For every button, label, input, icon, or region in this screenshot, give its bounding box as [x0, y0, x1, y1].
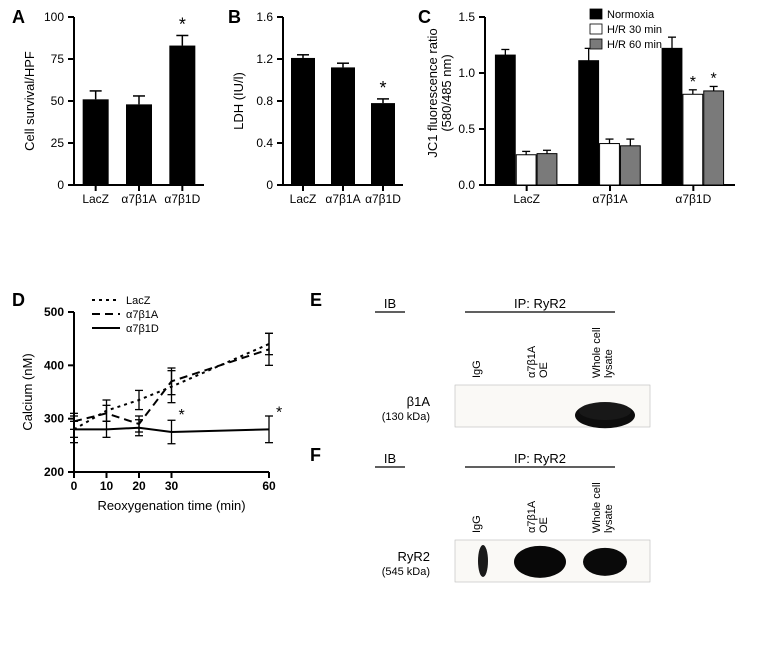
panel-a-label: A: [12, 7, 25, 28]
svg-text:*: *: [276, 404, 282, 421]
svg-text:*: *: [690, 74, 696, 91]
svg-text:(545 kDa): (545 kDa): [382, 566, 430, 578]
svg-text:lysate: lysate: [603, 504, 615, 533]
svg-text:0.0: 0.0: [458, 178, 475, 192]
svg-text:100: 100: [44, 10, 64, 24]
svg-text:JC1 fluorescence ratio: JC1 fluorescence ratio: [425, 28, 440, 157]
svg-text:lysate: lysate: [603, 349, 615, 378]
svg-text:α7β1D: α7β1D: [365, 192, 401, 206]
svg-text:OE: OE: [538, 362, 550, 378]
svg-text:LacZ: LacZ: [513, 192, 540, 206]
svg-text:α7β1D: α7β1D: [675, 192, 711, 206]
svg-text:α7β1D: α7β1D: [164, 192, 200, 206]
svg-text:0: 0: [71, 479, 78, 493]
svg-text:*: *: [179, 14, 186, 34]
svg-text:0.5: 0.5: [458, 122, 475, 136]
svg-text:Whole cell: Whole cell: [591, 482, 603, 533]
panel-a-chart: 0 25 50 75 100 Cell survival/HPF LacZ α7β1A α7β1…: [12, 5, 217, 230]
svg-text:*: *: [379, 78, 386, 98]
panel-d-label: D: [12, 290, 25, 311]
svg-text:0: 0: [266, 178, 273, 192]
svg-text:α7β1A: α7β1A: [526, 345, 538, 378]
svg-text:0.4: 0.4: [256, 136, 273, 150]
svg-text:30: 30: [165, 479, 179, 493]
svg-text:LacZ: LacZ: [126, 295, 151, 307]
svg-text:IP: RyR2: IP: RyR2: [514, 451, 566, 466]
svg-text:OE: OE: [538, 517, 550, 533]
svg-text:Calcium (nM): Calcium (nM): [20, 353, 35, 430]
svg-text:α7β1A: α7β1A: [592, 192, 627, 206]
svg-text:1.5: 1.5: [458, 10, 475, 24]
svg-text:Reoxygenation time (min): Reoxygenation time (min): [97, 498, 245, 513]
svg-text:Whole cell: Whole cell: [591, 327, 603, 378]
svg-text:α7β1A: α7β1A: [121, 192, 156, 206]
svg-text:1.0: 1.0: [458, 66, 475, 80]
svg-text:LacZ: LacZ: [290, 192, 317, 206]
panel-c-chart: 0.0 0.5 1.0 1.5 JC1 fluorescence ratio(580/4…: [418, 5, 753, 230]
svg-text:300: 300: [44, 412, 64, 426]
svg-text:(580/485 nm): (580/485 nm): [439, 54, 454, 131]
svg-text:α7β1A: α7β1A: [526, 500, 538, 533]
svg-text:α7β1D: α7β1D: [126, 323, 159, 335]
panel-b-chart: 0 0.4 0.8 1.2 1.6 LDH (IU/l) LacZ α7β1A α7β1D *: [228, 5, 413, 230]
panel-f-label: F: [310, 445, 321, 466]
svg-text:75: 75: [51, 52, 65, 66]
svg-text:IgG: IgG: [471, 515, 483, 533]
svg-text:β1A: β1A: [407, 394, 431, 409]
svg-text:*: *: [711, 70, 717, 87]
svg-text:(130 kDa): (130 kDa): [382, 411, 430, 423]
svg-text:IB: IB: [384, 451, 396, 466]
svg-text:400: 400: [44, 358, 64, 372]
svg-text:10: 10: [100, 479, 114, 493]
svg-text:20: 20: [132, 479, 146, 493]
svg-text:Cell survival/HPF: Cell survival/HPF: [22, 51, 37, 151]
svg-text:500: 500: [44, 305, 64, 319]
panel-e-label: E: [310, 290, 322, 311]
svg-text:H/R 30 min: H/R 30 min: [607, 24, 662, 36]
svg-text:60: 60: [262, 479, 276, 493]
svg-text:RyR2: RyR2: [397, 549, 430, 564]
svg-text:IP: RyR2: IP: RyR2: [514, 296, 566, 311]
panel-e-blot: IB IP: RyR2 IgG α7β1AOE Whole celllysate β1A (…: [310, 290, 740, 440]
panel-f-blot: IB IP: RyR2 IgG α7β1AOE Whole celllysate RyR2…: [310, 445, 740, 605]
svg-text:50: 50: [51, 94, 65, 108]
svg-text:α7β1A: α7β1A: [126, 309, 159, 321]
svg-text:*: *: [179, 407, 185, 424]
svg-text:25: 25: [51, 136, 65, 150]
svg-text:1.2: 1.2: [256, 52, 273, 66]
svg-text:200: 200: [44, 465, 64, 479]
svg-text:LDH (IU/l): LDH (IU/l): [231, 72, 246, 130]
svg-text:IgG: IgG: [471, 360, 483, 378]
panel-b-label: B: [228, 7, 241, 28]
svg-text:H/R 60 min: H/R 60 min: [607, 39, 662, 51]
panel-c-label: C: [418, 7, 431, 28]
svg-text:0: 0: [57, 178, 64, 192]
svg-text:α7β1A: α7β1A: [325, 192, 360, 206]
svg-text:LacZ: LacZ: [82, 192, 109, 206]
panel-d-chart: 200 300 400 500 0 10 20 30 60 Calcium (nM) Reoxyge…: [12, 290, 292, 530]
svg-text:0.8: 0.8: [256, 94, 273, 108]
svg-text:IB: IB: [384, 296, 396, 311]
svg-text:Normoxia: Normoxia: [607, 9, 655, 21]
svg-text:1.6: 1.6: [256, 10, 273, 24]
